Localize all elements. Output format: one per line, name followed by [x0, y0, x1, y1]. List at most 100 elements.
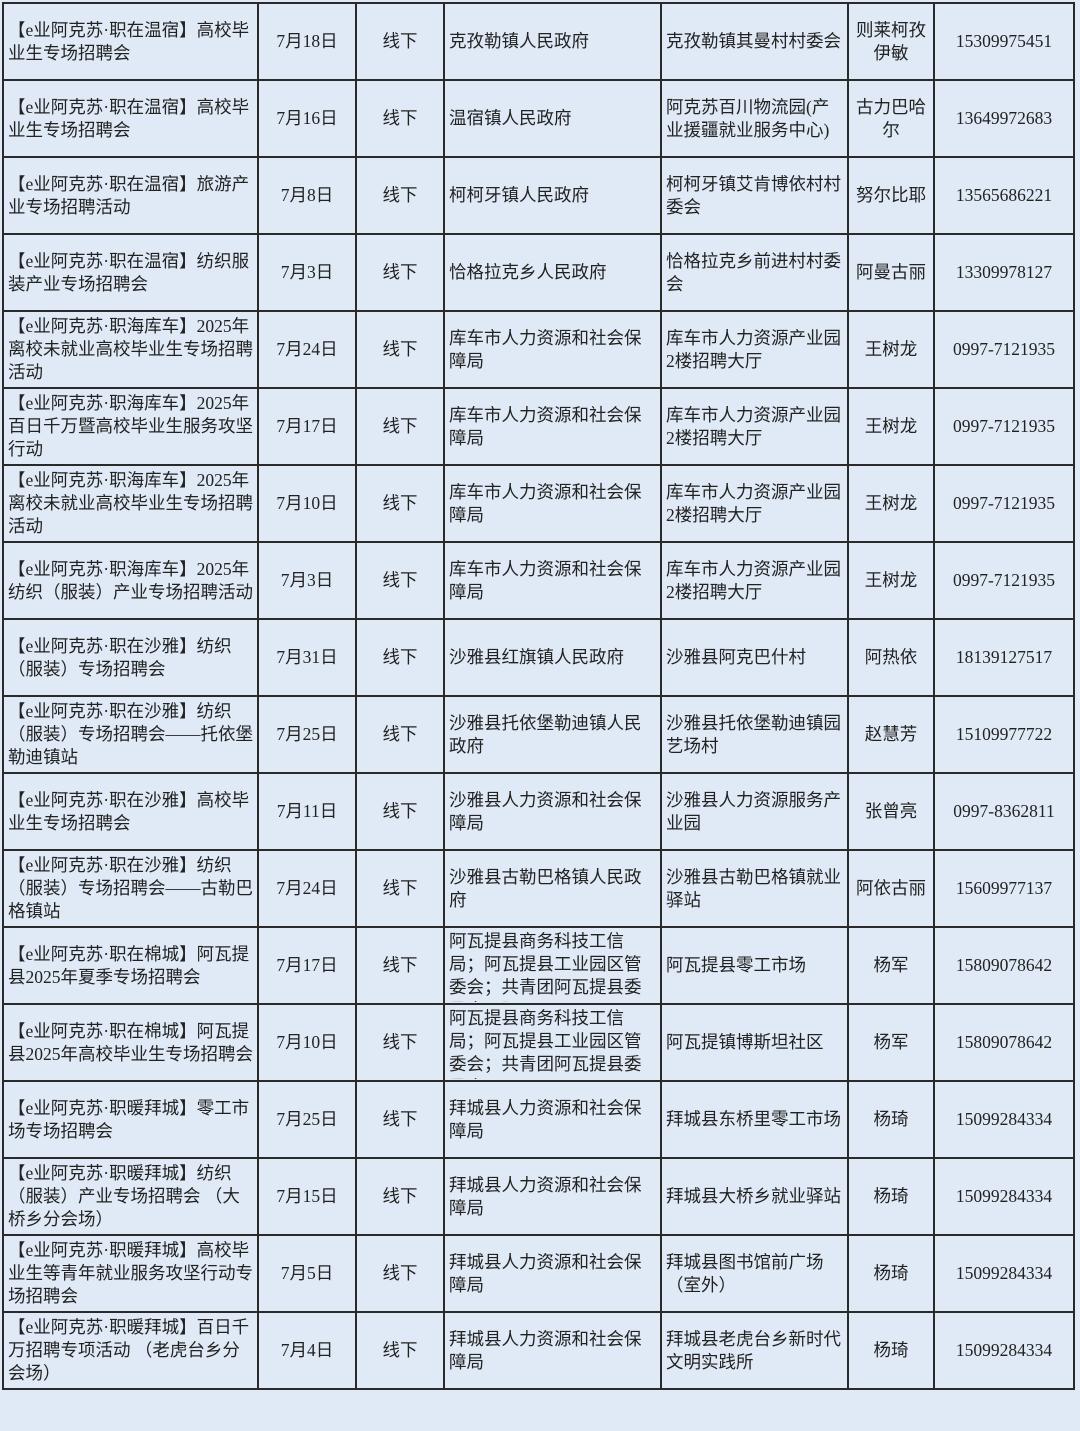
organizer: 克孜勒镇人民政府 [449, 31, 589, 51]
venue: 库车市人力资源产业园2楼招聘大厅 [666, 481, 841, 525]
mode: 线下 [382, 1263, 418, 1283]
table-cell: 拜城县人力资源和社会保障局 [443, 1157, 662, 1236]
mode: 线下 [382, 570, 418, 590]
table-cell: 沙雅县托依堡勒迪镇园艺场村 [660, 695, 849, 774]
table-cell: 线下 [355, 695, 445, 774]
venue: 拜城县东桥里零工市场 [666, 1109, 841, 1129]
table-cell: 拜城县大桥乡就业驿站 [660, 1157, 849, 1236]
table-cell: 线下 [355, 233, 445, 312]
table-cell: 15099284334 [933, 1080, 1075, 1159]
table-cell: 古力巴哈尔 [847, 79, 935, 158]
table-cell: 7月3日 [257, 541, 357, 620]
table-cell: 7月24日 [257, 310, 357, 389]
table-cell: 阿热依 [847, 618, 935, 697]
table-cell: 7月17日 [257, 387, 357, 466]
table-cell: 15609977137 [933, 849, 1075, 928]
table-cell: 拜城县图书馆前广场（室外） [660, 1234, 849, 1313]
date: 7月16日 [276, 108, 338, 128]
contact: 则莱柯孜伊敏 [856, 19, 926, 63]
table-cell: 克孜勒镇人民政府 [443, 2, 662, 81]
mode: 线下 [382, 31, 418, 51]
table-row: 【e业阿克苏·职暖拜城】百日千万招聘专项活动 （老虎台乡分会场） 7月4日 线下 拜城… [2, 1311, 1075, 1390]
table-cell: 阿依古丽 [847, 849, 935, 928]
venue: 阿克苏百川物流园(产业援疆就业服务中心) [666, 96, 830, 140]
table-cell: 线下 [355, 772, 445, 851]
table-cell: 15099284334 [933, 1157, 1075, 1236]
organizer: 拜城县人力资源和社会保障局 [449, 1328, 642, 1372]
phone: 15309975451 [955, 31, 1053, 51]
table-cell: 则莱柯孜伊敏 [847, 2, 935, 81]
table-row: 【e业阿克苏·职海库车】2025年离校未就业高校毕业生专场招聘活动 7月24日 线下… [2, 310, 1075, 389]
table-cell: 15099284334 [933, 1311, 1075, 1390]
event-name: 【e业阿克苏·职暖拜城】纺织（服装）产业专场招聘会 （大桥乡分会场） [8, 1163, 240, 1229]
table-row: 【e业阿克苏·职海库车】2025年纺织（服装）产业专场招聘活动 7月3日 线下 库车市… [2, 541, 1075, 620]
organizer: 柯柯牙镇人民政府 [449, 185, 589, 205]
phone: 15099284334 [955, 1340, 1053, 1360]
table-cell: 13309978127 [933, 233, 1075, 312]
phone: 13649972683 [955, 108, 1053, 128]
table-cell: 0997-7121935 [933, 310, 1075, 389]
table-cell: 线下 [355, 926, 445, 1005]
organizer: 库车市人力资源和社会保障局 [449, 404, 642, 448]
table-cell: 线下 [355, 1080, 445, 1159]
table-row: 【e业阿克苏·职暖拜城】纺织（服装）产业专场招聘会 （大桥乡分会场） 7月15日 线… [2, 1157, 1075, 1236]
table-cell: 0997-8362811 [933, 772, 1075, 851]
organizer: 恰格拉克乡人民政府 [449, 262, 607, 282]
organizer: 拜城县人力资源和社会保障局 [449, 1174, 642, 1218]
mode: 线下 [382, 1340, 418, 1360]
venue: 克孜勒镇其曼村村委会 [666, 31, 841, 51]
phone: 15099284334 [955, 1263, 1053, 1283]
date: 7月10日 [276, 1032, 338, 1052]
event-name: 【e业阿克苏·职在温宿】高校毕业生专场招聘会 [8, 19, 250, 63]
table-cell: 7月10日 [257, 464, 357, 543]
table-cell: 沙雅县红旗镇人民政府 [443, 618, 662, 697]
organizer: 阿瓦提县商务科技工信局；阿瓦提县工业园区管委会；共青团阿瓦提县委员会 [449, 1007, 642, 1079]
table-cell: 赵慧芳 [847, 695, 935, 774]
table-row: 【e业阿克苏·职在温宿】高校毕业生专场招聘会 7月16日 线下 温宿镇人民政府 阿克苏百… [2, 79, 1075, 158]
event-name: 【e业阿克苏·职海库车】2025年离校未就业高校毕业生专场招聘活动 [8, 470, 253, 536]
table-cell: 7月25日 [257, 1080, 357, 1159]
mode: 线下 [382, 955, 418, 975]
date: 7月10日 [276, 493, 338, 513]
venue: 柯柯牙镇艾肯博依村村委会 [666, 173, 841, 217]
mode: 线下 [382, 801, 418, 821]
date: 7月24日 [276, 878, 338, 898]
contact: 古力巴哈尔 [856, 96, 926, 140]
contact: 王树龙 [864, 339, 918, 359]
date: 7月17日 [276, 955, 338, 975]
event-name: 【e业阿克苏·职在沙雅】纺织（服装）专场招聘会——托依堡勒迪镇站 [8, 701, 253, 767]
table-cell: 库车市人力资源和社会保障局 [443, 464, 662, 543]
venue: 沙雅县人力资源服务产业园 [666, 789, 841, 833]
organizer: 库车市人力资源和社会保障局 [449, 558, 642, 602]
table-cell: 7月16日 [257, 79, 357, 158]
table-cell: 13565686221 [933, 156, 1075, 235]
contact: 王树龙 [864, 570, 918, 590]
event-name: 【e业阿克苏·职暖拜城】百日千万招聘专项活动 （老虎台乡分会场） [8, 1317, 250, 1383]
phone: 15099284334 [955, 1109, 1053, 1129]
table-cell: 库车市人力资源产业园2楼招聘大厅 [660, 464, 849, 543]
table-cell: 【e业阿克苏·职暖拜城】百日千万招聘专项活动 （老虎台乡分会场） [2, 1311, 259, 1390]
phone: 13309978127 [955, 262, 1053, 282]
table-cell: 【e业阿克苏·职海库车】2025年纺织（服装）产业专场招聘活动 [2, 541, 259, 620]
table-cell: 18139127517 [933, 618, 1075, 697]
table-cell: 【e业阿克苏·职在沙雅】纺织（服装）专场招聘会——托依堡勒迪镇站 [2, 695, 259, 774]
table-cell: 【e业阿克苏·职在沙雅】纺织（服装）专场招聘会——古勒巴格镇站 [2, 849, 259, 928]
table-cell: 努尔比耶 [847, 156, 935, 235]
phone: 0997-8362811 [953, 801, 1055, 821]
contact: 杨琦 [873, 1340, 909, 1360]
table-row: 【e业阿克苏·职海库车】2025年离校未就业高校毕业生专场招聘活动 7月10日 线下… [2, 464, 1075, 543]
table-cell: 柯柯牙镇艾肯博依村村委会 [660, 156, 849, 235]
table-cell: 7月18日 [257, 2, 357, 81]
table-cell: 阿曼古丽 [847, 233, 935, 312]
contact: 王树龙 [864, 416, 918, 436]
phone: 15609977137 [955, 878, 1053, 898]
table-cell: 王树龙 [847, 464, 935, 543]
phone: 0997-7121935 [952, 493, 1056, 513]
event-name: 【e业阿克苏·职在沙雅】纺织（服装）专场招聘会 [8, 635, 232, 679]
table-cell: 【e业阿克苏·职在温宿】纺织服装产业专场招聘会 [2, 233, 259, 312]
phone: 15099284334 [955, 1186, 1053, 1206]
table-cell: 库车市人力资源产业园2楼招聘大厅 [660, 541, 849, 620]
table-cell: 线下 [355, 849, 445, 928]
table-cell: 【e业阿克苏·职暖拜城】零工市场专场招聘会 [2, 1080, 259, 1159]
